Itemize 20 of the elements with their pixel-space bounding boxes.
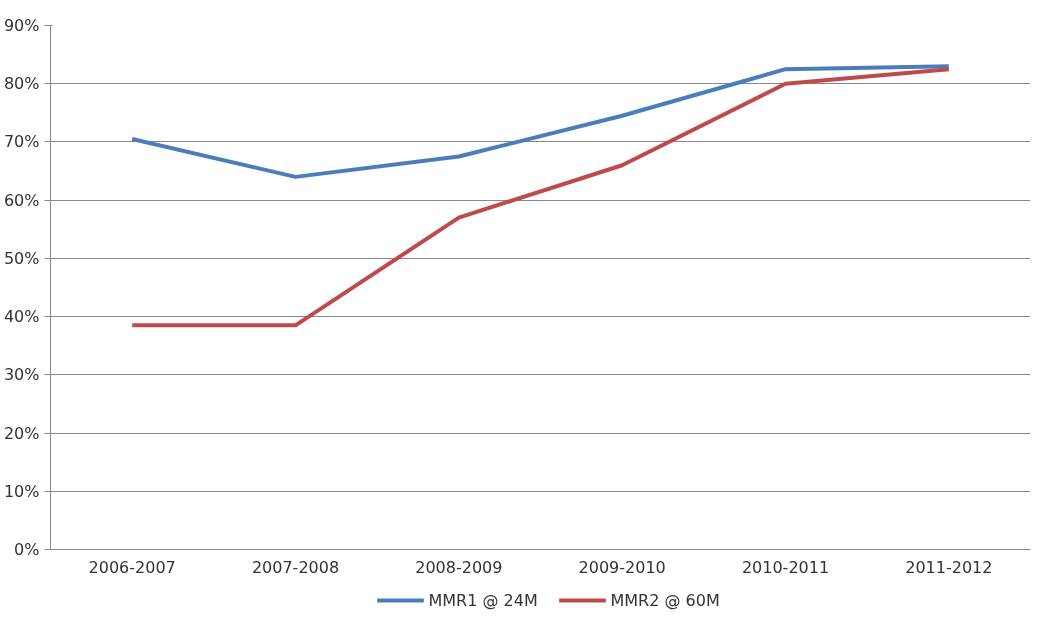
x-tick-label: 2009-2010 <box>578 557 666 577</box>
y-tick-label: 50% <box>3 248 40 268</box>
y-tick-label: 30% <box>3 365 40 385</box>
x-tick-label: 2008-2009 <box>415 557 503 577</box>
x-tick-label: 2007-2008 <box>251 557 340 577</box>
x-tick-label: 2006-2007 <box>88 557 176 577</box>
y-tick-label: 0% <box>14 540 40 559</box>
x-tick-label: 2010-2011 <box>741 557 830 577</box>
legend-label: MMR2 @ 60M <box>610 591 720 610</box>
line-series <box>130 64 951 179</box>
y-tick-label: 90% <box>3 16 40 35</box>
y-tick-label: 70% <box>3 132 40 152</box>
legend-label: MMR1 @ 24M <box>428 591 538 610</box>
line-series <box>130 67 951 328</box>
y-tick-label: 10% <box>3 481 40 501</box>
y-tick-label: 40% <box>3 307 40 327</box>
y-tick-label: 20% <box>3 423 40 443</box>
x-tick-label: 2011-2012 <box>905 557 993 577</box>
y-tick-label: 80% <box>3 74 40 94</box>
y-tick-label: 60% <box>3 190 40 210</box>
